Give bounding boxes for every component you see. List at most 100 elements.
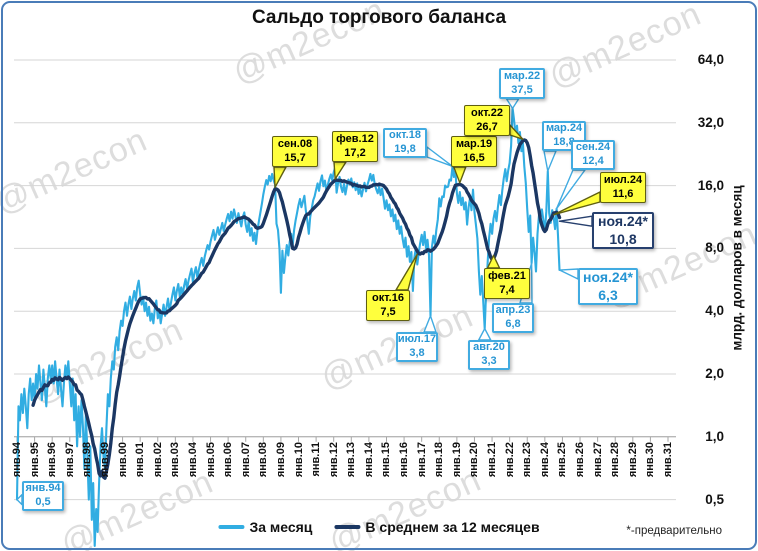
x-tick-label: янв.25	[556, 441, 569, 477]
annotation-value: 19,8	[394, 143, 416, 155]
x-tick-label: янв.00	[116, 441, 129, 477]
x-tick-label: янв.29	[626, 441, 639, 477]
annotation-callout: окт.18 19,8	[383, 128, 427, 158]
x-tick-label: янв.20	[468, 441, 481, 477]
x-tick-label: янв.11	[310, 441, 323, 477]
annotation-value: 6,3	[598, 286, 618, 303]
annotation-callout: янв.94 0,5	[22, 481, 64, 511]
annotation-value: 37,5	[511, 83, 533, 96]
x-tick-label: янв.10	[292, 441, 305, 477]
annotation-pointer	[543, 150, 557, 172]
annotation-pointer	[509, 124, 524, 140]
x-tick-label: янв.24	[538, 441, 551, 477]
annotation-date: фев.21	[488, 269, 526, 282]
x-tick-label: янв.06	[222, 441, 235, 477]
annotation-value: 12,4	[582, 155, 604, 167]
annotation-date: окт.18	[389, 129, 421, 142]
x-tick-label: янв.30	[644, 441, 657, 477]
annotation-callout: окт.22 26,7	[464, 105, 510, 136]
y-tick-label: 0,5	[705, 491, 724, 507]
annotation-callout: июл.17 3,8	[396, 332, 438, 362]
annotation-pointer	[423, 315, 437, 333]
x-tick-label: янв.12	[327, 441, 340, 477]
annotation-callout: фев.21 7,4	[484, 268, 530, 299]
x-tick-label: янв.27	[591, 441, 604, 477]
annotation-value: 6,8	[505, 318, 521, 330]
footnote-preliminary: *-предварительно	[626, 525, 722, 537]
x-tick-label: янв.04	[186, 441, 199, 477]
x-tick-label: янв.07	[239, 441, 252, 477]
x-tick-label: янв.31	[662, 441, 674, 477]
y-tick-label: 16,0	[697, 177, 724, 193]
annotation-date: окт.16	[372, 291, 404, 304]
x-tick-label: янв.26	[574, 441, 587, 477]
x-tick-label: янв.13	[345, 441, 358, 477]
annotation-date: сен.24	[575, 141, 611, 154]
chart-title: Сальдо торгового баланса	[251, 7, 507, 28]
annotation-value: 7,5	[380, 305, 396, 318]
annotation-value: 17,2	[344, 146, 366, 159]
annotation-pointer	[558, 215, 593, 227]
annotation-pointer	[426, 146, 454, 167]
annotation-date: ноя.24*	[598, 213, 648, 229]
annotation-date: сен.08	[277, 137, 313, 150]
annotation-callout: фев.12 17,2	[332, 131, 378, 162]
annotation-value: 10,8	[609, 230, 637, 247]
annotation-callout: ноя.24* 6,3	[578, 268, 638, 305]
legend-item-average: В среднем за 12 месяцев	[334, 519, 540, 535]
annotation-pointer	[555, 169, 586, 210]
x-tick-label: янв.28	[609, 441, 622, 477]
annotation-callout: сен.08 15,7	[272, 136, 318, 167]
x-tick-label: янв.16	[398, 441, 411, 477]
y-tick-label: 1,0	[705, 428, 724, 444]
annotation-pointer	[478, 327, 492, 341]
annotation-callout: авг.20 3,3	[468, 340, 510, 370]
x-tick-label: янв.23	[521, 441, 534, 477]
annotation-date: мар.22	[503, 69, 541, 82]
y-tick-label: 64,0	[697, 52, 724, 67]
series-monthly-line	[15, 107, 561, 547]
x-tick-label: янв.18	[433, 441, 446, 477]
x-tick-label: янв.14	[362, 441, 375, 477]
annotation-value: 26,7	[476, 120, 498, 133]
y-tick-label: 32,0	[697, 114, 724, 130]
x-tick-label: янв.08	[257, 441, 270, 477]
annotation-date: мар.19	[455, 137, 493, 150]
annotation-value: 0,5	[35, 496, 51, 508]
annotation-pointer	[453, 166, 467, 184]
x-tick-label: янв.22	[503, 441, 516, 477]
monthly-line-swatch-icon	[218, 525, 245, 529]
annotation-callout: ноя.24* 10,8	[592, 212, 654, 249]
annotation-date: июл.24	[603, 173, 643, 186]
x-tick-label: янв.01	[134, 441, 147, 477]
x-tick-label: янв.94	[11, 441, 23, 477]
annotation-value: 15,7	[284, 151, 306, 164]
annotation-value: 3,8	[409, 347, 425, 359]
annotation-callout: мар.19 16,5	[451, 136, 497, 167]
annotation-date: фев.12	[336, 132, 374, 145]
annotation-value: 16,5	[463, 151, 485, 164]
y-axis-title: млрд. долларов в месяц	[729, 185, 745, 351]
annotation-value: 18,8	[553, 136, 575, 148]
y-tick-label: 4,0	[705, 303, 724, 319]
annotation-date: ноя.24*	[583, 269, 633, 285]
x-tick-label: янв.03	[169, 441, 182, 477]
legend-item-monthly: За месяц	[218, 519, 312, 535]
y-tick-label: 2,0	[705, 366, 724, 381]
x-tick-label: янв.19	[450, 441, 463, 477]
series-12m-average-line	[31, 138, 562, 480]
legend-label-average: В среднем за 12 месяцев	[365, 519, 540, 535]
annotation-pointer	[558, 268, 579, 280]
annotation-date: янв.94	[25, 482, 61, 495]
x-tick-label: янв.09	[274, 441, 287, 477]
annotation-value: 3,3	[481, 355, 497, 367]
annotation-callout: окт.16 7,5	[366, 290, 410, 321]
annotation-date: июл.17	[397, 333, 437, 346]
annotation-date: окт.22	[471, 106, 503, 119]
annotation-callout: мар.22 37,5	[499, 68, 545, 99]
annotation-callout: сен.24 12,4	[571, 140, 615, 170]
x-tick-label: янв.97	[63, 441, 76, 477]
x-tick-label: янв.99	[98, 441, 111, 477]
x-tick-label: янв.98	[81, 441, 94, 477]
